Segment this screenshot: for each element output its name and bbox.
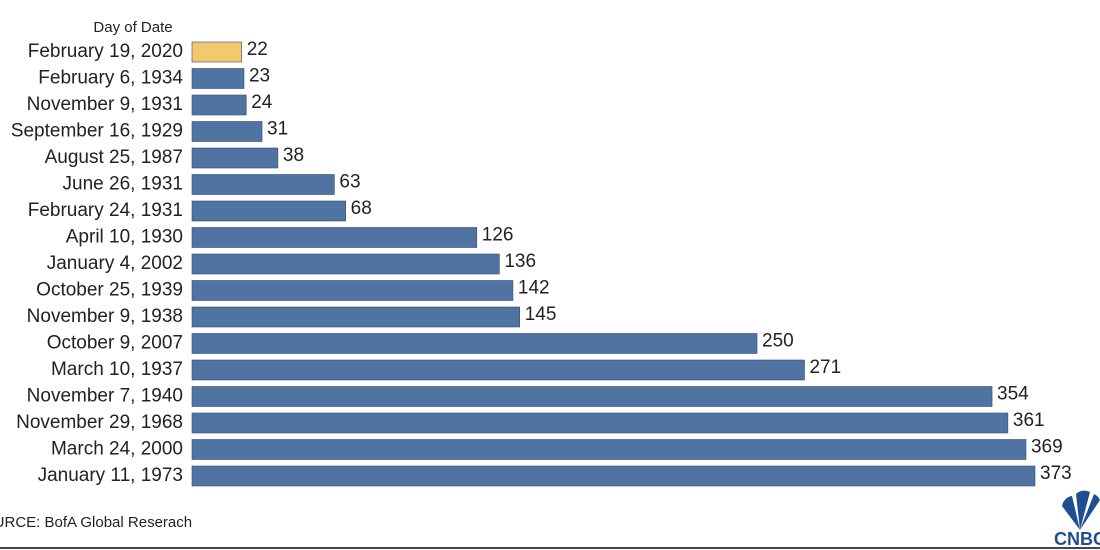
category-label: March 10, 1937 [51,359,183,380]
category-label: October 25, 1939 [36,280,183,301]
source: SOURCE: BofA Global Reserach [0,514,192,531]
value-label: 145 [525,304,557,325]
bar [191,386,993,407]
bar [191,174,335,195]
category-label: November 9, 1938 [27,306,183,327]
value-label: 23 [249,66,270,87]
value-label: 136 [504,251,536,272]
bar [191,412,1009,434]
value-label: 361 [1013,410,1045,431]
axis-label: Day of Date [93,19,172,36]
logo-text: CNBC [1054,529,1100,549]
bar [191,68,245,89]
category-label: January 11, 1973 [38,465,183,486]
value-label: 126 [482,225,514,246]
bar [191,227,478,248]
bar [191,359,805,381]
value-label: 68 [351,198,372,219]
value-label: 271 [809,357,841,378]
value-label: 24 [251,92,273,113]
bar [191,147,279,169]
category-label: June 26, 1931 [63,174,183,195]
category-label: November 7, 1940 [27,386,183,407]
value-label: 142 [518,278,550,299]
bar [191,94,247,116]
bar [191,253,500,275]
category-label: February 24, 1931 [28,200,183,221]
bar [191,200,346,222]
category-label: February 19, 2020 [28,41,183,62]
category-label: March 24, 2000 [51,439,183,460]
category-label: October 9, 2007 [47,333,183,354]
logo: CNBC [1054,490,1100,549]
value-label: 250 [762,331,794,352]
category-label: January 4, 2002 [47,253,183,274]
value-label: 38 [283,145,304,166]
bar [191,41,243,63]
bar [191,280,514,301]
value-label: 373 [1040,463,1072,484]
value-label: 63 [339,172,360,193]
bar [191,333,758,354]
bar [191,306,521,328]
category-label: November 9, 1931 [27,94,183,115]
value-label: 369 [1031,437,1063,458]
value-label: 22 [247,39,268,60]
value-label: 354 [997,384,1029,405]
category-label: August 25, 1987 [45,147,183,168]
bar [191,465,1036,487]
bar [191,121,263,142]
category-label: February 6, 1934 [38,68,183,89]
category-label: November 29, 1968 [16,412,183,433]
value-label: 31 [267,119,288,140]
category-label: April 10, 1930 [66,227,183,248]
bar [191,439,1027,460]
category-label: September 16, 1929 [11,121,183,142]
